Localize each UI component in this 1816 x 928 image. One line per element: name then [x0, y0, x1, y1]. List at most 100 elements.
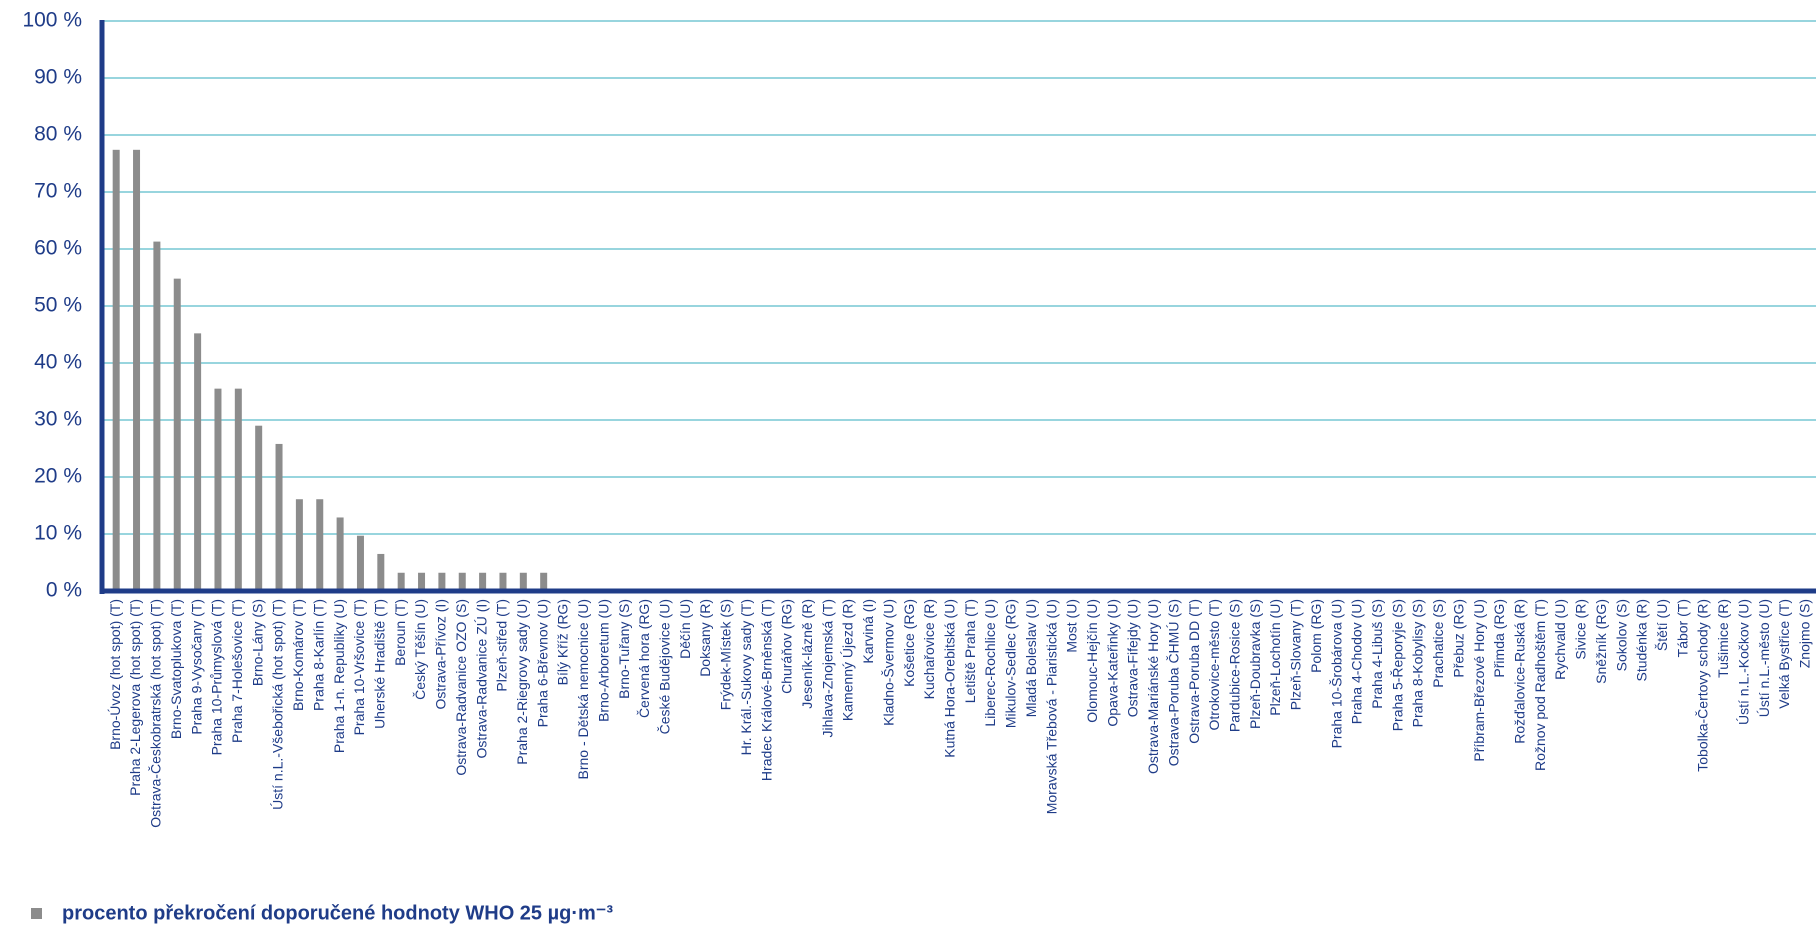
x-tick-label: Brno-Svatoplukova (T)	[168, 599, 184, 739]
y-tick-label: 90 %	[34, 66, 82, 89]
x-tick-label: Praha 7-Holešovice (T)	[229, 599, 245, 743]
x-tick-label: Ostrava-Poruba DD (T)	[1186, 599, 1202, 744]
legend-swatch	[31, 908, 42, 919]
y-tick-label: 10 %	[34, 522, 82, 545]
x-tick-label: Bílý Kříž (RG)	[555, 599, 571, 685]
x-tick-label: Plzeň-Slovany (T)	[1288, 599, 1304, 710]
x-tick-label: Brno - Dětská nemocnice (U)	[575, 599, 591, 780]
x-tick-label: Letiště Praha (T)	[962, 599, 978, 703]
bar	[519, 572, 527, 591]
x-tick-label: Jeseník-lázně (R)	[799, 599, 815, 709]
x-tick-label: Velká Bystřice (T)	[1776, 599, 1792, 709]
x-tick-label: České Budějovice (U)	[657, 599, 673, 734]
y-tick-label: 40 %	[34, 351, 82, 374]
x-tick-label: Ústí n.L.-Všebořická (hot spot) (T)	[270, 599, 286, 810]
x-tick-label: Rychvald (U)	[1552, 599, 1568, 680]
x-tick-label: Praha 10-Průmyslová (T)	[209, 599, 225, 755]
bar	[438, 572, 446, 591]
y-tick-label: 100 %	[22, 9, 82, 32]
bar	[356, 535, 364, 591]
x-tick-label: Karviná (I)	[860, 599, 876, 664]
x-tick-label: Otrokovice-město (T)	[1206, 599, 1222, 730]
x-tick-label: Mladá Boleslav (U)	[1023, 599, 1039, 717]
x-tick-label: Český Těšín (U)	[412, 599, 428, 700]
x-tick-label: Znojmo (S)	[1797, 599, 1813, 668]
bar	[295, 499, 303, 591]
x-tick-label: Praha 10-Šrobárova (U)	[1328, 599, 1344, 748]
x-tick-label: Tušimice (R)	[1715, 599, 1731, 678]
x-tick-label: Praha 9-Vysočany (T)	[188, 599, 204, 735]
bar	[336, 517, 344, 591]
x-tick-label: Liberec-Rochlice (U)	[982, 599, 998, 727]
x-tick-label: Uherské Hradiště (T)	[372, 599, 388, 729]
x-tick-label: Rožďalovice-Ruská (R)	[1512, 599, 1528, 744]
x-tick-label: Studénka (R)	[1634, 599, 1650, 681]
bar	[458, 572, 466, 591]
bar	[112, 149, 120, 591]
bar	[255, 425, 263, 591]
x-tick-label: Most (U)	[1064, 599, 1080, 653]
x-tick-label: Tobolka-Čertovy schody (R)	[1695, 599, 1711, 772]
x-tick-label: Děčín (U)	[677, 599, 693, 659]
x-tick-label: Polom (RG)	[1308, 599, 1324, 673]
bar	[479, 572, 487, 591]
x-tick-label: Brno-Úvoz (hot spot) (T)	[107, 599, 123, 750]
bar	[377, 553, 385, 591]
x-tick-label: Sněžník (RG)	[1593, 599, 1609, 684]
x-tick-label: Jihlava-Znojemská (T)	[819, 599, 835, 737]
x-tick-label: Doksany (R)	[697, 599, 713, 677]
bar	[275, 443, 283, 591]
x-tick-label: Sokolov (S)	[1613, 599, 1629, 671]
y-tick-label: 20 %	[34, 465, 82, 488]
x-tick-label: Ústí n.L.-město (U)	[1756, 599, 1772, 717]
x-tick-label: Hradec Králové-Brněnská (T)	[758, 599, 774, 781]
x-tick-label: Příbram-Březové Hory (U)	[1471, 599, 1487, 762]
y-tick-label: 70 %	[34, 180, 82, 203]
bar	[153, 241, 161, 591]
x-tick-label: Hr. Král.-Sukovy sady (T)	[738, 599, 754, 755]
x-tick-label: Praha 6-Břevnov (U)	[534, 599, 550, 727]
y-tick-label: 80 %	[34, 123, 82, 146]
y-tick-label: 60 %	[34, 237, 82, 260]
x-tick-label: Ostrava-Přívoz (I)	[433, 599, 449, 709]
x-tick-label: Prachatice (S)	[1430, 599, 1446, 688]
x-tick-label: Praha 4-Chodov (U)	[1349, 599, 1365, 724]
x-tick-label: Praha 4-Libuš (S)	[1369, 599, 1385, 709]
x-tick-label: Kuchařovice (R)	[921, 599, 937, 699]
x-tick-label: Červená hora (RG)	[636, 599, 652, 718]
legend-label: procento překročení doporučené hodnoty W…	[62, 902, 613, 924]
x-tick-label: Praha 1-n. Republiky (U)	[331, 599, 347, 753]
bar	[499, 572, 507, 591]
x-tick-label: Brno-Lány (S)	[249, 599, 265, 686]
x-tick-label: Plzeň-Doubravka (S)	[1247, 599, 1263, 729]
x-tick-label: Ostrava-Radvanice ZÚ (I)	[473, 599, 489, 758]
x-tick-label: Kutná Hora-Orebitská (U)	[942, 599, 958, 758]
bar	[540, 572, 548, 591]
y-tick-label: 50 %	[34, 294, 82, 317]
x-tick-label: Kamenný Újezd (R)	[840, 599, 856, 721]
bar	[194, 333, 202, 591]
x-tick-label: Rožnov pod Radhoštěm (T)	[1532, 599, 1548, 771]
x-tick-label: Praha 2-Legerova (hot spot) (T)	[127, 599, 143, 796]
x-tick-label: Plzeň-Lochotín (U)	[1267, 599, 1283, 716]
x-tick-label: Ostrava-Radvanice OZO (S)	[453, 599, 469, 776]
x-tick-label: Kladno-Švermov (U)	[880, 599, 896, 726]
x-tick-label: Praha 8-Karlín (T)	[310, 599, 326, 711]
x-tick-label: Ostrava-Mariánské Hory (U)	[1145, 599, 1161, 774]
x-tick-label: Košetice (RG)	[901, 599, 917, 687]
x-tick-label: Beroun (T)	[392, 599, 408, 666]
x-tick-label: Brno-Arboretum (U)	[595, 599, 611, 722]
x-tick-label: Praha 5-Řeporyje (S)	[1389, 599, 1405, 731]
bar	[234, 388, 242, 591]
x-tick-label: Mikulov-Sedlec (RG)	[1003, 599, 1019, 728]
x-tick-label: Tábor (T)	[1674, 599, 1690, 657]
x-tick-label: Přimda (RG)	[1491, 599, 1507, 678]
x-tick-label: Ostrava-Českobratrská (hot spot) (T)	[148, 599, 164, 828]
bar	[133, 149, 141, 591]
x-tick-label: Praha 8-Kobylisy (S)	[1410, 599, 1426, 727]
x-tick-label: Ostrava-Fifejdy (U)	[1125, 599, 1141, 717]
x-tick-label: Ústí n.L.-Kočkov (U)	[1735, 599, 1751, 725]
bar	[214, 388, 222, 591]
x-tick-label: Pardubice-Rosice (S)	[1227, 599, 1243, 732]
